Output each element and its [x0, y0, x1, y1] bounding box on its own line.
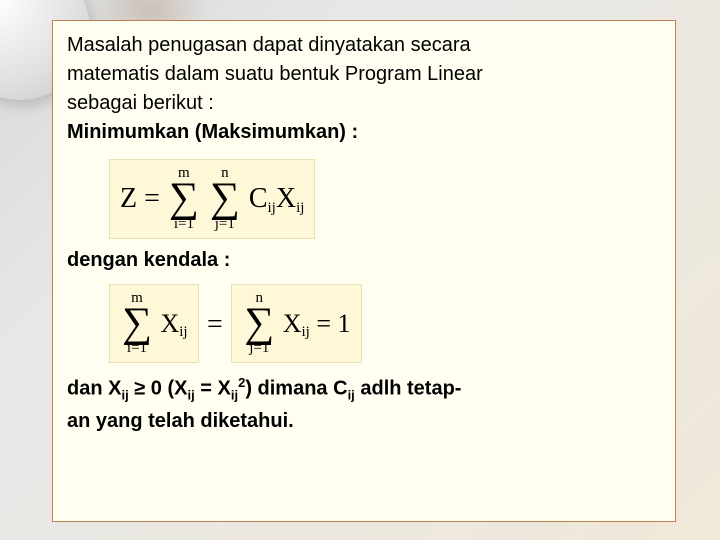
x2-sub: ij [302, 324, 310, 340]
final-sub1: ij [121, 388, 128, 403]
sum-j: n ∑ j=1 [210, 166, 240, 232]
final-mid: = X [195, 378, 231, 400]
intro-line2: matematis dalam suatu bentuk Program Lin… [67, 63, 483, 85]
sum-j2: n ∑ j=1 [244, 291, 274, 357]
sum-i: m ∑ i=1 [169, 166, 199, 232]
final-pre: dan X [67, 378, 121, 400]
eq2: = [316, 309, 331, 338]
intro-line3: sebagai berikut : [67, 92, 214, 114]
final-text: dan Xij ≥ 0 (Xij = Xij2) dimana Cij adlh… [67, 373, 661, 437]
x1-sub: ij [179, 324, 187, 340]
formula-box-2b: n ∑ j=1 Xij = 1 [231, 284, 361, 364]
equals-1: = [144, 183, 160, 214]
sigma-3: ∑ [122, 306, 152, 342]
x-term: X [276, 183, 296, 214]
sigma-4: ∑ [244, 306, 274, 342]
sum-i2: m ∑ i=1 [122, 291, 152, 357]
sigma-1: ∑ [169, 181, 199, 217]
intro-text: Masalah penugasan dapat dinyatakan secar… [67, 31, 661, 118]
formula-box-2a: m ∑ i=1 Xij [109, 284, 199, 364]
content-box: Masalah penugasan dapat dinyatakan secar… [52, 20, 676, 522]
final-tail1: adlh tetap- [355, 378, 462, 400]
final-close: ) dimana C [245, 378, 347, 400]
c-term: C [249, 183, 268, 214]
one: 1 [338, 309, 351, 338]
x2: X [283, 309, 302, 338]
intro-line1: Masalah penugasan dapat dinyatakan secar… [67, 34, 471, 56]
formula-constraint: m ∑ i=1 Xij = n ∑ j=1 Xij = 1 [109, 284, 661, 364]
final-sub3: ij [231, 388, 238, 403]
final-tail2: an yang telah diketahui. [67, 410, 294, 432]
z-lhs: Z [120, 183, 137, 214]
eq-between: = [207, 309, 223, 341]
x1: X [160, 309, 179, 338]
x-sub: ij [296, 200, 304, 216]
c-sub: ij [268, 200, 276, 216]
formula-objective: Z = m ∑ i=1 n ∑ j=1 CijXij [109, 159, 661, 239]
final-sub2: ij [187, 388, 194, 403]
heading-constraints: dengan kendala : [67, 249, 661, 272]
sigma-2: ∑ [210, 181, 240, 217]
formula-box-1: Z = m ∑ i=1 n ∑ j=1 CijXij [109, 159, 315, 239]
final-sub4: ij [348, 388, 355, 403]
final-ge: ≥ 0 (X [129, 378, 188, 400]
heading-minmax: Minimumkan (Maksimumkan) : [67, 118, 661, 147]
